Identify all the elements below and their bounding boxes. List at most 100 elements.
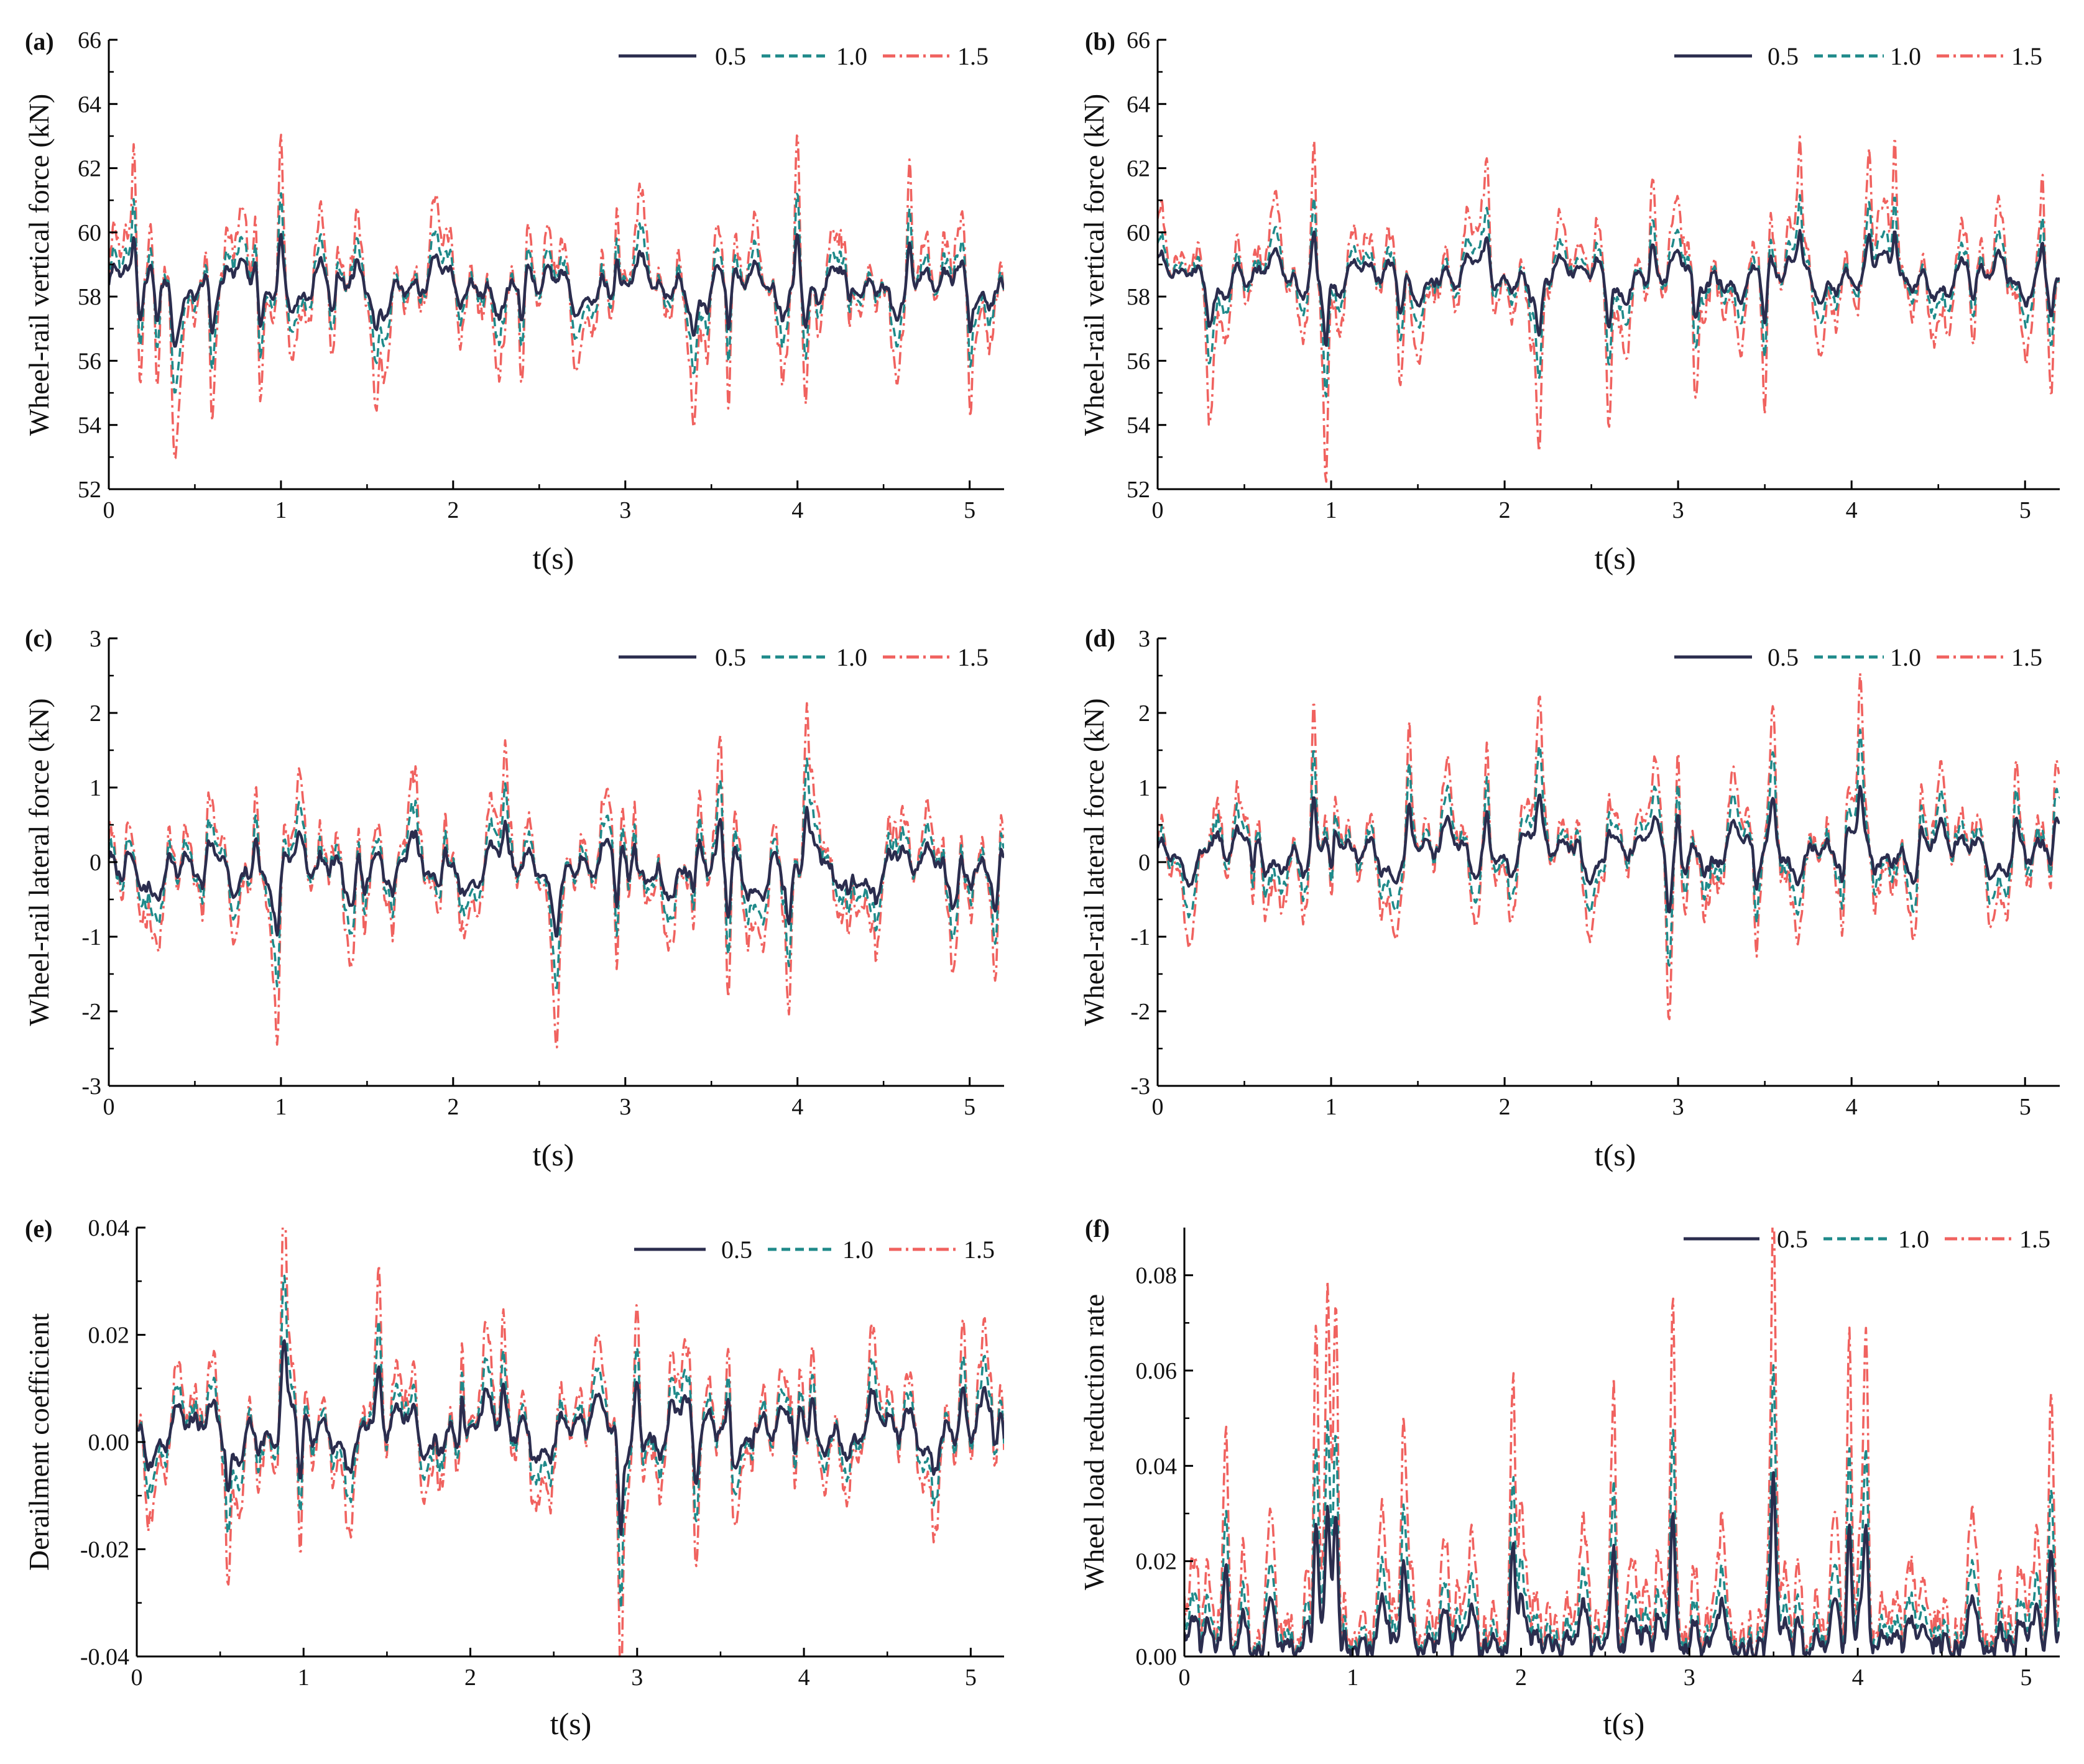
x-tick-label-c-4: 4 [791, 1094, 803, 1120]
y-tick-label-a-2: 56 [78, 348, 101, 374]
plot-area-d [1158, 672, 2060, 1021]
legend-label-0.5-b: 0.5 [1768, 42, 1799, 70]
legend-label-1.0-c: 1.0 [836, 643, 867, 671]
y-tick-label-c-2: -1 [81, 924, 101, 950]
y-tick-label-c-5: 2 [90, 701, 101, 727]
x-tick-label-f-4: 4 [1852, 1665, 1864, 1691]
x-tick-label-e-2: 2 [464, 1665, 476, 1691]
series-line-0.5-c [109, 806, 1004, 938]
plot-area-f [1184, 1228, 2060, 1656]
panel-c: 0 1 2 3 4 5 -3 -2 -1 0 1 2 3 (c) Wheel-rail lateral … [23, 624, 1004, 1172]
legend-label-1.0-e: 1.0 [842, 1236, 874, 1264]
y-tick-label-a-1: 54 [78, 413, 101, 439]
y-tick-label-b-6: 64 [1127, 91, 1150, 117]
legend-label-1.0-f: 1.0 [1898, 1225, 1929, 1253]
legend-label-1.0-a: 1.0 [836, 42, 867, 70]
series-line-0.5-d [1158, 784, 2060, 914]
series-line-0.5-a [109, 232, 1004, 348]
y-tick-label-d-6: 3 [1138, 626, 1150, 652]
x-tick-label-b-5: 5 [2019, 497, 2031, 523]
x-tick-label-b-1: 1 [1326, 497, 1337, 523]
x-tick-label-a-1: 1 [275, 497, 287, 523]
y-tick-label-b-3: 58 [1127, 284, 1150, 310]
x-tick-label-f-2: 2 [1515, 1665, 1527, 1691]
y-axis-title-e: Derailment coefficient [23, 1313, 55, 1571]
series-line-0.5-b [1158, 229, 2060, 347]
panel-label-c: (c) [25, 624, 52, 652]
y-tick-label-b-0: 52 [1127, 477, 1150, 503]
x-axis-title-a: t(s) [533, 541, 574, 576]
x-tick-label-c-5: 5 [964, 1094, 975, 1120]
series-line-1.0-c [109, 757, 1004, 990]
y-tick-label-c-4: 1 [90, 775, 101, 801]
legend-label-1.5-b: 1.5 [2011, 42, 2042, 70]
y-tick-label-e-0: -0.04 [80, 1644, 129, 1670]
x-tick-label-d-3: 3 [1672, 1094, 1684, 1120]
panel-f: 0 1 2 3 4 5 0.00 0.02 0.04 0.06 0.08 (f) Wheel loa… [1078, 1215, 2060, 1741]
y-tick-label-d-4: 1 [1138, 775, 1150, 801]
x-tick-label-e-5: 5 [965, 1665, 977, 1691]
x-axis-title-e: t(s) [550, 1706, 592, 1741]
series-line-1.0-a [109, 192, 1004, 394]
y-axis-title-d: Wheel-rail lateral force (kN) [1078, 698, 1110, 1026]
y-tick-label-a-3: 58 [78, 284, 101, 310]
y-tick-label-b-1: 54 [1127, 413, 1150, 439]
y-tick-label-d-0: -3 [1130, 1073, 1150, 1100]
y-axis-title-c: Wheel-rail lateral force (kN) [23, 698, 55, 1026]
panel-d: 0 1 2 3 4 5 -3 -2 -1 0 1 2 3 (d) Wheel-rail lateral … [1078, 624, 2060, 1172]
x-tick-label-e-0: 0 [131, 1665, 143, 1691]
legend-label-1.0-b: 1.0 [1890, 42, 1921, 70]
legend-f: 0.5 1.0 1.5 [1684, 1225, 2050, 1253]
y-tick-label-f-0: 0.00 [1136, 1644, 1178, 1670]
legend-b: 0.5 1.0 1.5 [1674, 42, 2042, 70]
y-tick-label-e-4: 0.04 [88, 1215, 130, 1241]
y-tick-label-c-3: 0 [90, 850, 101, 876]
x-tick-label-d-5: 5 [2019, 1094, 2031, 1120]
x-tick-label-b-0: 0 [1152, 497, 1164, 523]
legend-d: 0.5 1.0 1.5 [1674, 643, 2042, 671]
x-tick-label-f-0: 0 [1179, 1665, 1191, 1691]
plot-area-e [137, 1228, 1004, 1656]
y-tick-label-f-3: 0.06 [1136, 1358, 1178, 1384]
x-tick-label-f-1: 1 [1347, 1665, 1358, 1691]
series-line-1.5-f [1184, 1228, 2060, 1656]
legend-label-0.5-a: 0.5 [715, 42, 746, 70]
y-tick-label-f-4: 0.08 [1136, 1263, 1178, 1289]
y-tick-label-b-5: 62 [1127, 156, 1150, 182]
panel-label-a: (a) [25, 27, 54, 55]
x-tick-label-f-3: 3 [1684, 1665, 1695, 1691]
legend-label-1.5-e: 1.5 [964, 1236, 995, 1264]
y-tick-label-c-0: -3 [81, 1073, 101, 1100]
plot-area-b [1158, 135, 2060, 483]
y-tick-label-b-2: 56 [1127, 348, 1150, 374]
series-line-0.5-e [137, 1339, 1004, 1537]
x-tick-label-c-3: 3 [619, 1094, 631, 1120]
x-tick-label-d-0: 0 [1152, 1094, 1164, 1120]
y-tick-label-e-1: -0.02 [80, 1537, 129, 1563]
x-tick-label-a-3: 3 [619, 497, 631, 523]
y-axis-title-b: Wheel-rail vertical force (kN) [1078, 94, 1110, 436]
series-line-1.0-d [1158, 728, 2060, 967]
x-tick-label-a-5: 5 [964, 497, 975, 523]
plot-area-c [109, 702, 1004, 1049]
y-tick-label-f-1: 0.02 [1136, 1549, 1178, 1575]
panel-label-d: (d) [1085, 624, 1115, 652]
legend-label-1.5-d: 1.5 [2011, 643, 2042, 671]
y-tick-label-d-5: 2 [1138, 701, 1150, 727]
legend-e: 0.5 1.0 1.5 [634, 1236, 995, 1264]
legend-label-1.0-d: 1.0 [1890, 643, 1921, 671]
y-tick-label-c-6: 3 [90, 626, 101, 652]
series-line-1.5-e [137, 1228, 1004, 1656]
panel-label-b: (b) [1085, 27, 1115, 55]
y-tick-label-f-2: 0.04 [1136, 1453, 1178, 1479]
series-line-1.0-e [137, 1274, 1004, 1610]
y-axis-title-a: Wheel-rail vertical force (kN) [23, 94, 55, 436]
x-tick-label-f-5: 5 [2020, 1665, 2032, 1691]
x-tick-label-a-2: 2 [447, 497, 459, 523]
x-tick-label-a-4: 4 [791, 497, 803, 523]
y-tick-label-e-2: 0.00 [88, 1430, 130, 1456]
y-axis-title-f: Wheel load reduction rate [1078, 1294, 1110, 1590]
y-tick-label-a-5: 62 [78, 156, 101, 182]
x-tick-label-b-3: 3 [1672, 497, 1684, 523]
legend-label-0.5-d: 0.5 [1768, 643, 1799, 671]
